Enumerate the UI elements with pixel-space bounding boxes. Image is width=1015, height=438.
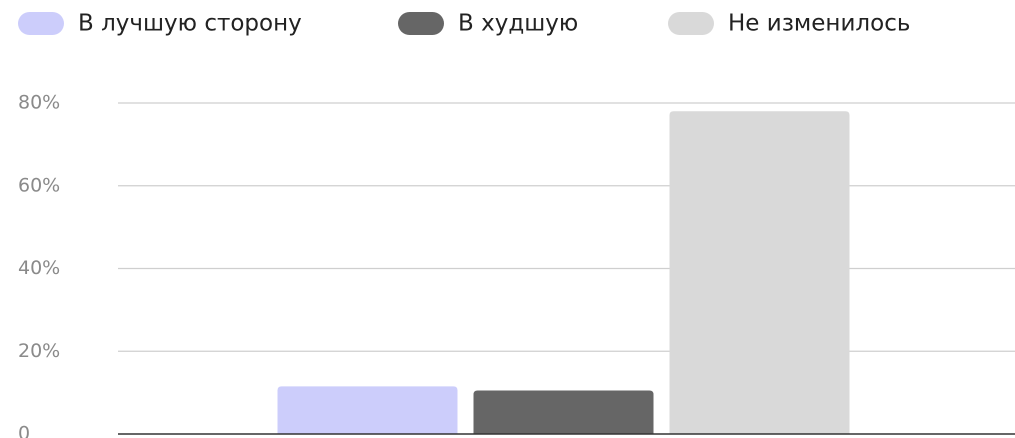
legend-label: В лучшую сторону	[78, 11, 302, 37]
y-tick-label: 0	[18, 423, 30, 438]
legend-label: В худшую	[458, 11, 578, 37]
y-tick-label: 40%	[18, 257, 60, 279]
legend-swatch	[398, 12, 444, 35]
bar	[669, 111, 850, 435]
y-tick-label: 20%	[18, 340, 60, 362]
legend-swatch	[18, 12, 64, 35]
y-tick-label: 60%	[18, 174, 60, 196]
y-tick-label: 80%	[18, 92, 60, 114]
legend-label: Не изменилось	[728, 11, 910, 37]
bar	[473, 390, 654, 434]
bar	[277, 386, 458, 434]
legend-swatch	[668, 12, 714, 35]
